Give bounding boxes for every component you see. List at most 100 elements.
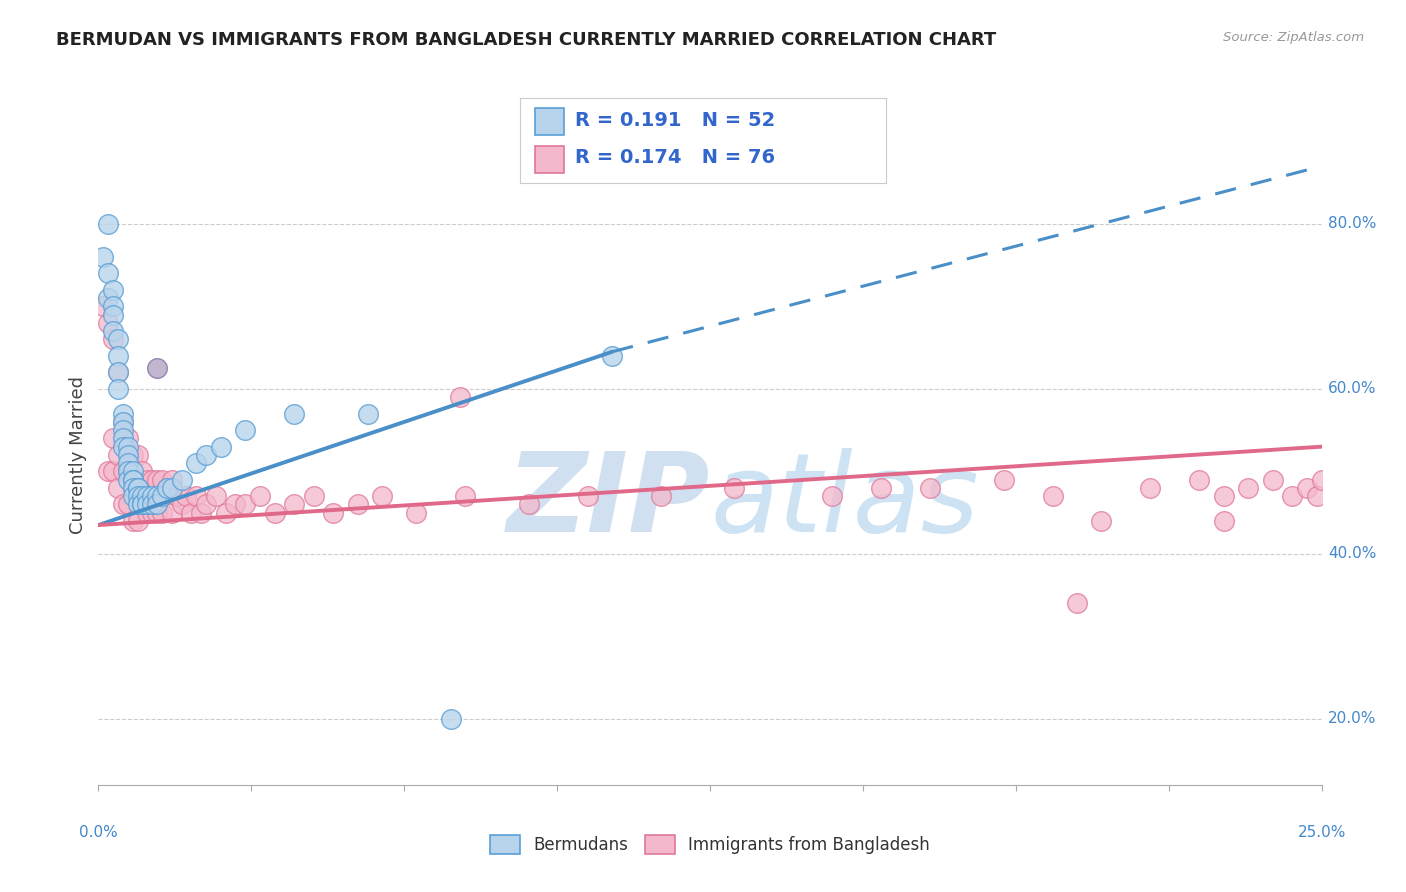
- Point: [111, 497, 134, 511]
- Point: [195, 448, 218, 462]
- Point: [150, 506, 173, 520]
- Point: [131, 489, 153, 503]
- Point: [117, 456, 139, 470]
- Bar: [534, 108, 564, 136]
- Point: [121, 489, 143, 503]
- Point: [97, 464, 120, 478]
- Point: [127, 514, 149, 528]
- Point: [107, 366, 129, 380]
- Text: 60.0%: 60.0%: [1327, 382, 1376, 396]
- Point: [121, 473, 143, 487]
- Point: [1261, 473, 1284, 487]
- Point: [121, 514, 143, 528]
- Point: [131, 464, 153, 478]
- Text: R = 0.174   N = 76: R = 0.174 N = 76: [575, 148, 775, 167]
- Point: [186, 489, 208, 503]
- Point: [166, 489, 188, 503]
- Point: [107, 448, 129, 462]
- Point: [160, 506, 183, 520]
- Point: [1296, 481, 1319, 495]
- Point: [150, 489, 173, 503]
- Point: [517, 497, 540, 511]
- Y-axis label: Currently Married: Currently Married: [69, 376, 87, 534]
- Point: [405, 506, 427, 520]
- Point: [454, 489, 477, 503]
- Point: [283, 407, 305, 421]
- Point: [180, 506, 202, 520]
- Point: [97, 291, 120, 305]
- Point: [146, 497, 169, 511]
- Point: [723, 481, 745, 495]
- Point: [101, 300, 124, 314]
- Point: [322, 506, 344, 520]
- Point: [117, 464, 139, 478]
- Point: [131, 497, 153, 511]
- Point: [1306, 489, 1329, 503]
- Point: [170, 497, 193, 511]
- Point: [870, 481, 893, 495]
- Point: [302, 489, 325, 503]
- Point: [195, 497, 218, 511]
- Point: [263, 506, 285, 520]
- Point: [1066, 596, 1088, 610]
- Point: [156, 481, 179, 495]
- Legend: Bermudans, Immigrants from Bangladesh: Bermudans, Immigrants from Bangladesh: [482, 827, 938, 863]
- Point: [371, 489, 394, 503]
- Point: [233, 497, 256, 511]
- Text: Source: ZipAtlas.com: Source: ZipAtlas.com: [1223, 31, 1364, 45]
- Point: [117, 440, 139, 454]
- Point: [1042, 489, 1064, 503]
- Text: BERMUDAN VS IMMIGRANTS FROM BANGLADESH CURRENTLY MARRIED CORRELATION CHART: BERMUDAN VS IMMIGRANTS FROM BANGLADESH C…: [56, 31, 997, 49]
- Point: [346, 497, 368, 511]
- Text: 80.0%: 80.0%: [1327, 217, 1376, 231]
- Point: [97, 316, 120, 330]
- Point: [131, 497, 153, 511]
- Point: [1237, 481, 1260, 495]
- Point: [920, 481, 942, 495]
- Point: [111, 415, 134, 429]
- Point: [107, 366, 129, 380]
- Point: [111, 407, 134, 421]
- Point: [117, 432, 139, 446]
- Point: [1090, 514, 1112, 528]
- Text: 40.0%: 40.0%: [1327, 547, 1376, 561]
- Point: [150, 473, 173, 487]
- Point: [107, 481, 129, 495]
- Point: [600, 349, 623, 363]
- Point: [107, 382, 129, 396]
- Point: [127, 481, 149, 495]
- Point: [97, 266, 120, 280]
- Point: [1188, 473, 1211, 487]
- Point: [1212, 514, 1234, 528]
- Point: [121, 464, 143, 478]
- Point: [160, 473, 183, 487]
- Point: [111, 464, 134, 478]
- Point: [101, 324, 124, 338]
- Point: [170, 473, 193, 487]
- Point: [127, 481, 149, 495]
- Point: [146, 473, 169, 487]
- Point: [111, 415, 134, 429]
- Point: [993, 473, 1015, 487]
- Point: [440, 712, 463, 726]
- Point: [117, 448, 139, 462]
- Point: [146, 506, 169, 520]
- Point: [1212, 489, 1234, 503]
- Point: [117, 497, 139, 511]
- Point: [121, 481, 143, 495]
- Point: [214, 506, 236, 520]
- Point: [821, 489, 844, 503]
- Text: 0.0%: 0.0%: [79, 824, 118, 839]
- Point: [160, 481, 183, 495]
- Point: [1139, 481, 1161, 495]
- Text: atlas: atlas: [710, 448, 979, 555]
- Point: [283, 497, 305, 511]
- Point: [205, 489, 228, 503]
- Point: [131, 497, 153, 511]
- Point: [127, 497, 149, 511]
- Point: [186, 456, 208, 470]
- Point: [233, 423, 256, 437]
- Text: R = 0.191   N = 52: R = 0.191 N = 52: [575, 112, 775, 130]
- Point: [450, 390, 472, 404]
- Point: [107, 349, 129, 363]
